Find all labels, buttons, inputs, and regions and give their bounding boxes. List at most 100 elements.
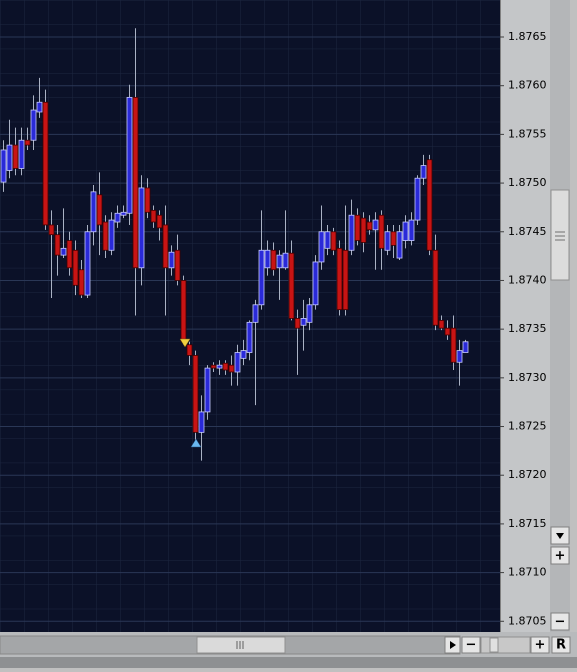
candle-body-down	[330, 231, 337, 251]
candle-body-up	[396, 231, 403, 259]
candle-body-down	[270, 249, 277, 271]
y-tick-label: 1.8755	[508, 127, 547, 140]
candle-body-down	[426, 159, 433, 251]
reset-button[interactable]: R	[551, 636, 571, 654]
zoom-track[interactable]	[480, 636, 531, 654]
vertical-zoom-in-button[interactable]: +	[550, 546, 570, 565]
vertical-scrollbar[interactable]	[550, 0, 570, 632]
candle-body-down	[66, 240, 73, 269]
candle-body-down	[54, 234, 61, 256]
candle-body-up	[252, 304, 259, 323]
y-tick-label: 1.8710	[508, 566, 547, 579]
fine-grid	[0, 0, 500, 632]
y-tick-label: 1.8750	[508, 176, 547, 189]
candle-body-up	[36, 101, 43, 113]
button-label: R	[556, 638, 566, 653]
y-tick-label: 1.8715	[508, 517, 547, 530]
button-label: +	[555, 549, 566, 564]
candle-body-up	[114, 212, 121, 223]
y-tick-label: 1.8730	[508, 371, 547, 384]
candle-body-down	[72, 249, 79, 286]
candle-body-up	[312, 261, 319, 306]
candle-body-up	[414, 177, 421, 221]
candle-body-up	[456, 350, 463, 363]
candle-body-up	[408, 219, 415, 241]
candle-body-down	[390, 231, 397, 246]
candle-body-up	[84, 231, 91, 296]
candle-body-up	[276, 254, 283, 269]
candle-body-up	[234, 352, 241, 373]
candle-body-down	[156, 214, 163, 229]
candle-body-up	[6, 144, 13, 171]
candle-body-down	[42, 101, 49, 226]
candle-body-up	[300, 318, 307, 326]
scroll-right-button[interactable]	[444, 636, 461, 654]
candle-body-down	[102, 221, 109, 251]
status-strip	[0, 657, 577, 668]
candle-body-down	[444, 327, 451, 336]
y-tick-label: 1.8735	[508, 322, 547, 335]
y-tick-label: 1.8760	[508, 79, 547, 92]
candle-body-down	[192, 355, 199, 433]
candle-body-down	[360, 217, 367, 243]
scroll-down-button[interactable]	[550, 526, 570, 545]
candle-body-up	[0, 149, 7, 183]
candle-body-down	[288, 252, 295, 319]
candle-body-up	[108, 219, 115, 251]
candle-body-down	[96, 194, 103, 226]
candle-body-down	[186, 344, 193, 356]
candle-body-up	[30, 109, 37, 141]
candle-body-down	[180, 280, 187, 343]
button-label: −	[466, 638, 477, 653]
candle-body-up	[402, 221, 409, 241]
y-tick-label: 1.8740	[508, 273, 547, 286]
plot	[0, 28, 469, 461]
candle-body-up	[90, 191, 97, 233]
candle-body-up	[246, 321, 253, 353]
y-tick-label: 1.8745	[508, 225, 547, 238]
candle-body-down	[132, 96, 139, 269]
candle-body-up	[120, 211, 127, 216]
candle-body-up	[348, 214, 355, 251]
candle-body-up	[18, 139, 25, 169]
y-tick-label: 1.8725	[508, 420, 547, 433]
candle-body-down	[450, 327, 457, 363]
candle-body-up	[420, 165, 427, 179]
candle-body-down	[78, 269, 85, 296]
candle-body-up	[138, 187, 145, 269]
candle-body-down	[378, 214, 385, 249]
zoom-thumb[interactable]	[489, 637, 499, 653]
candle-body-down	[354, 214, 361, 241]
thumb-grip	[555, 231, 565, 241]
candle-body-up	[306, 304, 313, 323]
candle-body-up	[126, 96, 133, 214]
button-label: −	[555, 615, 566, 630]
candle-body-down	[336, 247, 343, 311]
candle-body-down	[210, 364, 217, 369]
candle-body-down	[438, 319, 445, 329]
horizontal-scroll-thumb[interactable]	[196, 636, 286, 654]
candle-body-down	[162, 224, 169, 269]
thumb-grip	[236, 641, 244, 649]
y-tick-label: 1.8720	[508, 468, 547, 481]
button-label: +	[535, 638, 546, 653]
candle-body-up	[462, 341, 469, 353]
candle-body-up	[204, 367, 211, 413]
vertical-scroll-thumb[interactable]	[550, 189, 570, 281]
candle-body-up	[372, 219, 379, 231]
horizontal-zoom-in-button[interactable]: +	[530, 636, 550, 654]
candle-body-up	[258, 249, 265, 306]
candle-body-down	[342, 249, 349, 311]
horizontal-zoom-out-button[interactable]: −	[461, 636, 481, 654]
y-tick-label: 1.8765	[508, 30, 547, 43]
candle-body-down	[144, 187, 151, 213]
candle-body-up	[240, 350, 247, 359]
candle-body-down	[294, 318, 301, 329]
candle-body-down	[150, 209, 157, 223]
sell-signal-arrow	[179, 338, 191, 348]
candle-body-up	[282, 252, 289, 269]
vertical-zoom-out-button[interactable]: −	[550, 612, 570, 631]
candle-body-down	[366, 221, 373, 231]
